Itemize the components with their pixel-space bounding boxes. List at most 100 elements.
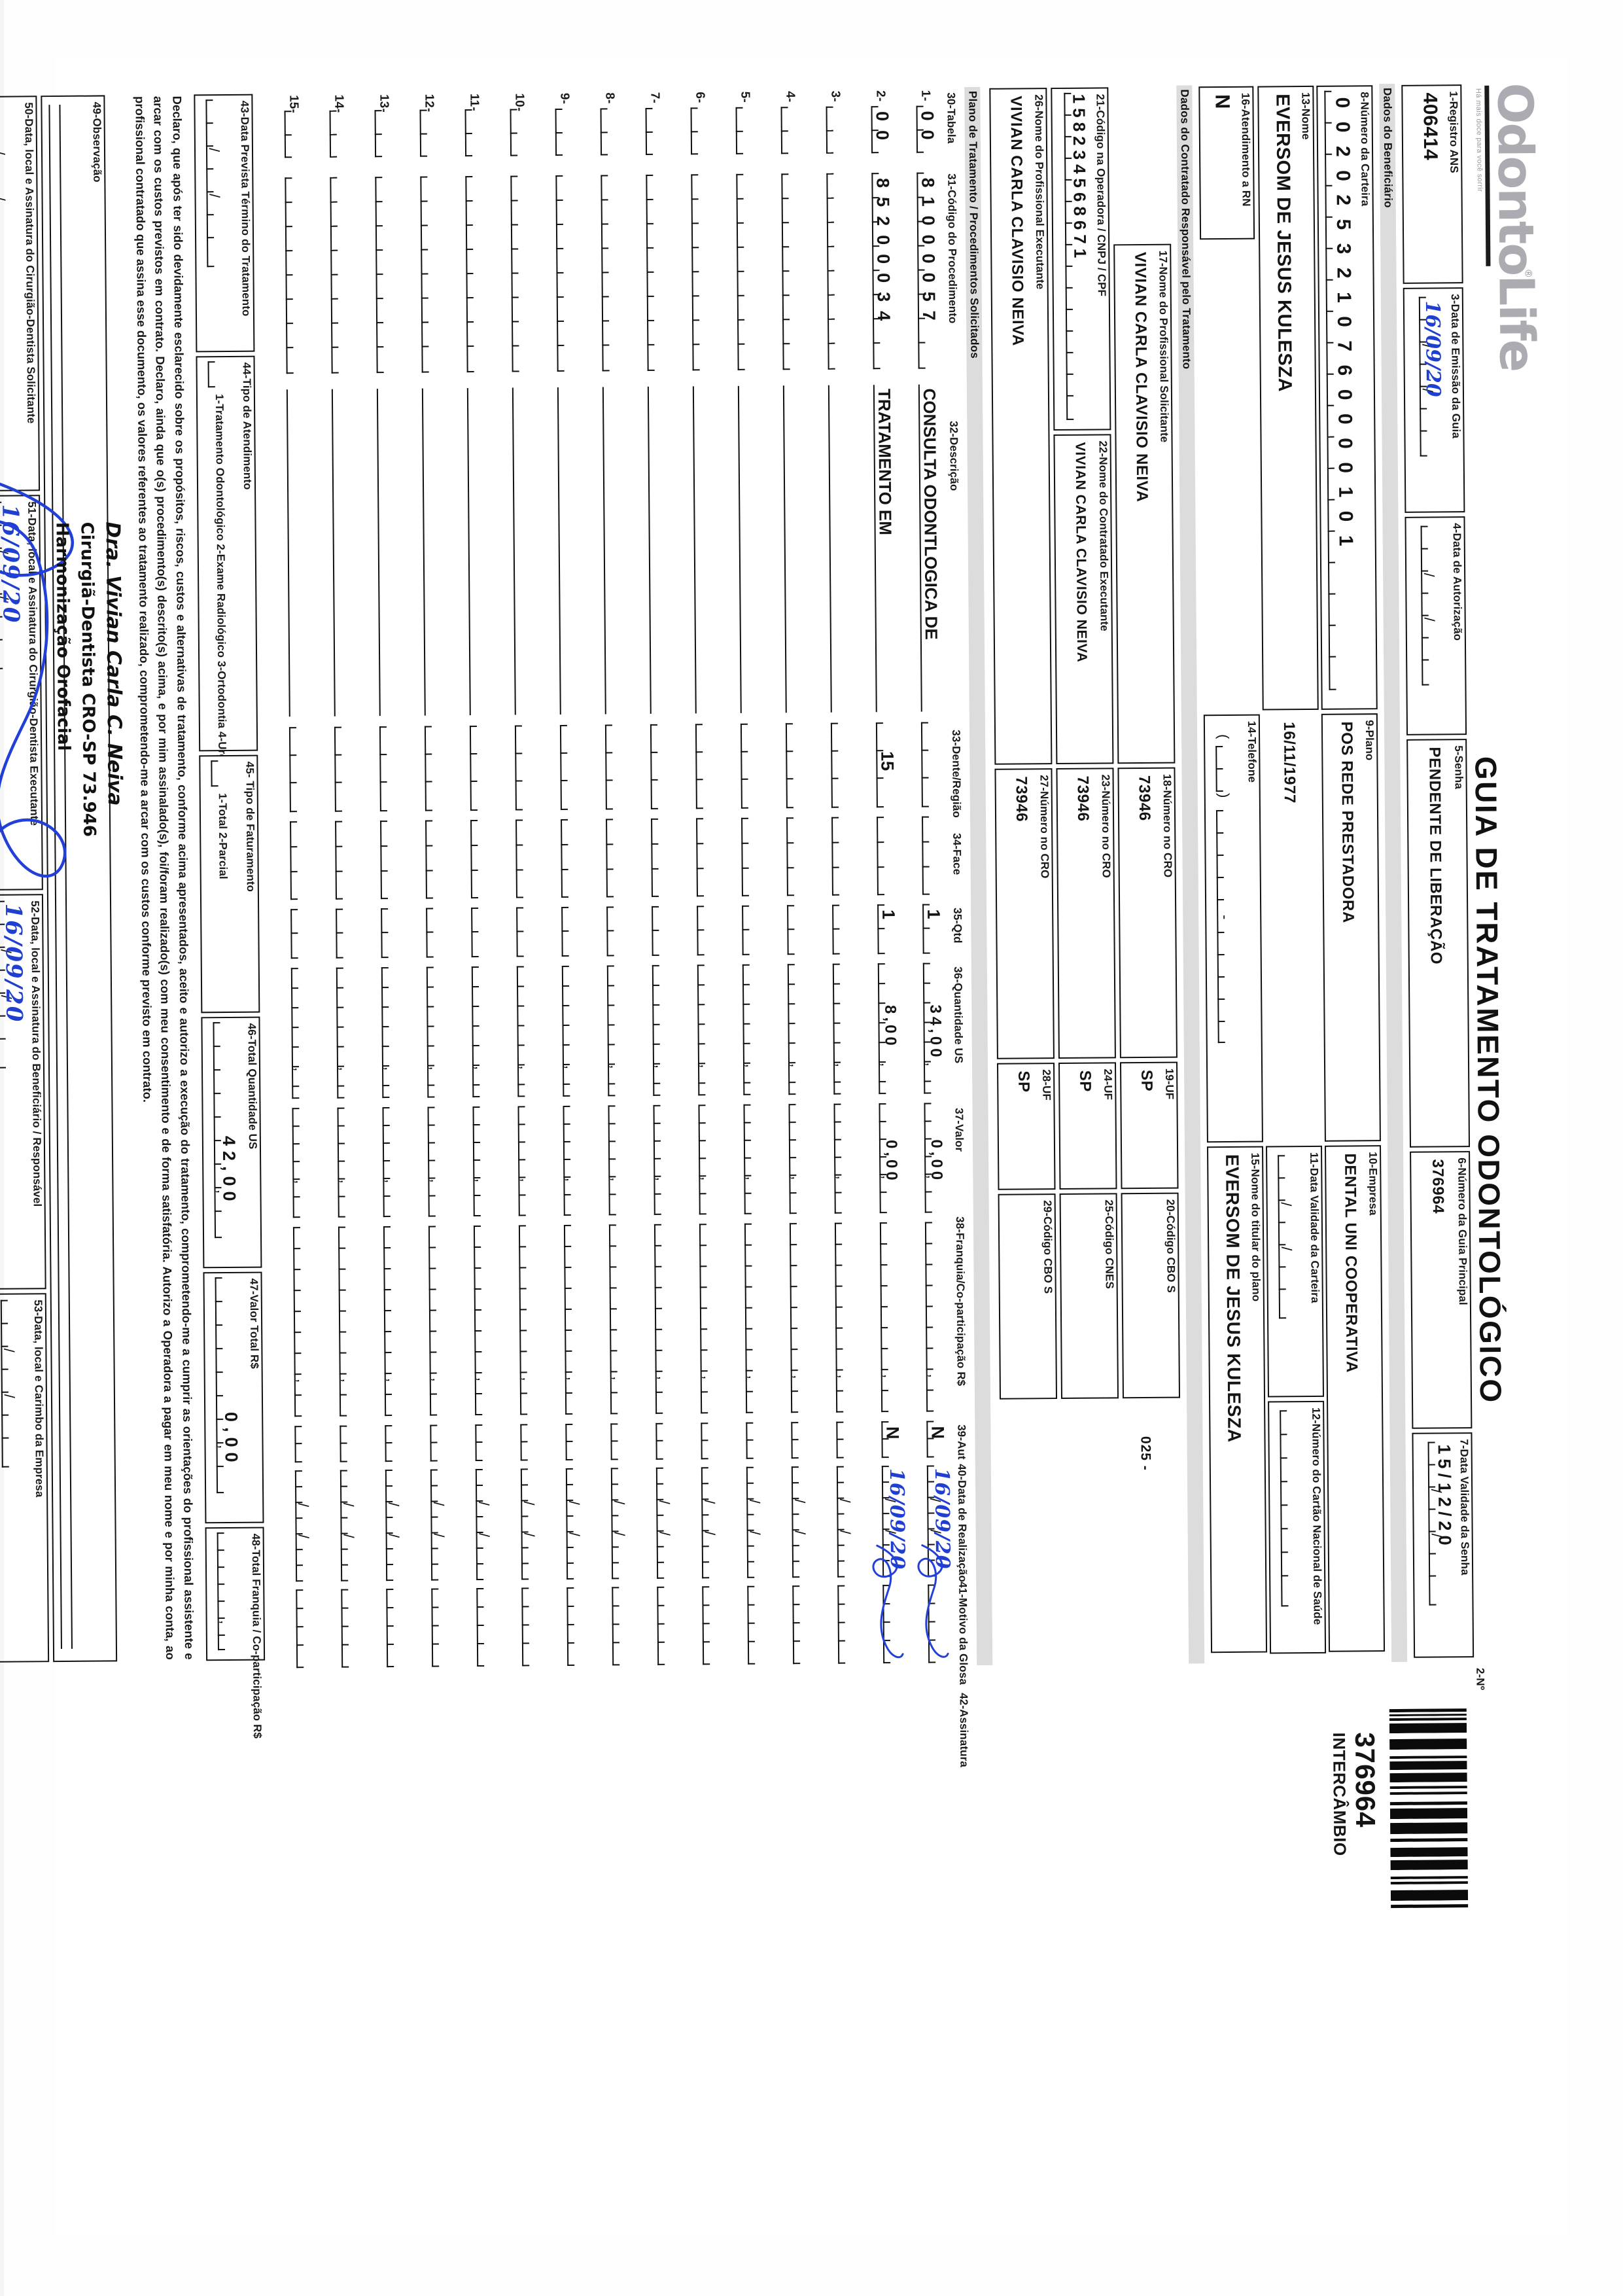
row-comb[interactable] bbox=[555, 108, 574, 156]
row-comb[interactable] bbox=[645, 107, 665, 155]
row-comb[interactable]: , bbox=[336, 967, 356, 1099]
row-comb[interactable] bbox=[567, 1587, 585, 1666]
row-comb[interactable] bbox=[380, 821, 399, 900]
row-comb[interactable]: , bbox=[516, 966, 536, 1097]
row-comb[interactable]: / / bbox=[294, 1470, 314, 1582]
row-comb[interactable]: / / bbox=[701, 1467, 720, 1579]
row-comb[interactable] bbox=[836, 1421, 854, 1458]
row-comb[interactable]: , bbox=[699, 1224, 719, 1414]
row-comb[interactable] bbox=[747, 1585, 766, 1665]
field-43-comb[interactable]: / / bbox=[205, 99, 229, 268]
row-comb[interactable] bbox=[650, 724, 669, 809]
row-comb[interactable] bbox=[697, 906, 716, 956]
row-comb[interactable] bbox=[284, 111, 304, 158]
row-comb[interactable] bbox=[606, 906, 625, 957]
row-comb[interactable] bbox=[690, 107, 710, 155]
row-comb[interactable] bbox=[826, 173, 846, 370]
row-comb[interactable] bbox=[426, 908, 445, 958]
row-comb[interactable] bbox=[379, 726, 398, 812]
row-comb[interactable] bbox=[735, 107, 755, 154]
row-comb[interactable] bbox=[781, 173, 801, 370]
row-comb[interactable]: , bbox=[338, 1226, 358, 1417]
row-comb[interactable] bbox=[565, 1423, 584, 1460]
row-comb[interactable]: , bbox=[426, 966, 446, 1098]
row-comb[interactable] bbox=[832, 904, 851, 955]
row-comb[interactable] bbox=[561, 906, 580, 957]
row-comb[interactable]: , bbox=[787, 964, 807, 1095]
row-comb[interactable] bbox=[386, 1589, 405, 1668]
row-comb[interactable] bbox=[696, 818, 715, 897]
row-comb[interactable]: , bbox=[788, 1104, 807, 1214]
row-comb[interactable] bbox=[335, 821, 354, 900]
field-14-comb[interactable]: () - bbox=[1215, 724, 1240, 1044]
row-comb[interactable]: , bbox=[608, 1105, 627, 1216]
field-11-comb[interactable]: / / bbox=[1278, 1155, 1301, 1319]
row-comb[interactable] bbox=[285, 177, 304, 374]
row-comb[interactable] bbox=[561, 819, 580, 898]
row-comb[interactable] bbox=[469, 725, 489, 811]
row-comb[interactable]: , bbox=[832, 963, 852, 1095]
row-comb[interactable] bbox=[334, 726, 353, 812]
row-comb[interactable]: , bbox=[563, 1224, 584, 1415]
row-comb[interactable] bbox=[601, 175, 620, 372]
row-comb[interactable] bbox=[831, 817, 850, 896]
row-comb[interactable] bbox=[837, 1585, 856, 1664]
field-4-comb[interactable]: / / bbox=[1420, 525, 1444, 686]
row-comb[interactable] bbox=[329, 110, 349, 158]
row-comb[interactable]: , bbox=[292, 1227, 313, 1417]
row-comb[interactable] bbox=[521, 1587, 540, 1667]
row-comb[interactable] bbox=[296, 1589, 315, 1669]
field-44-comb[interactable] bbox=[207, 361, 230, 388]
row-comb[interactable] bbox=[516, 907, 535, 957]
row-comb[interactable]: / / bbox=[520, 1468, 540, 1580]
row-comb[interactable]: , bbox=[563, 1105, 582, 1216]
row-comb[interactable] bbox=[336, 908, 355, 959]
row-comb[interactable] bbox=[515, 819, 534, 898]
row-comb[interactable] bbox=[746, 1422, 764, 1459]
row-comb[interactable]: , bbox=[383, 1226, 403, 1417]
row-comb[interactable] bbox=[785, 723, 805, 809]
row-comb[interactable] bbox=[465, 176, 485, 373]
row-comb[interactable] bbox=[646, 174, 665, 371]
row-comb[interactable] bbox=[792, 1585, 811, 1665]
row-comb[interactable]: , bbox=[518, 1225, 538, 1415]
row-comb[interactable] bbox=[420, 176, 440, 373]
row-comb[interactable] bbox=[294, 1426, 313, 1463]
row-comb[interactable]: , bbox=[608, 1224, 629, 1415]
row-comb[interactable]: , bbox=[789, 1223, 809, 1413]
row-comb[interactable] bbox=[877, 817, 896, 896]
row-comb[interactable] bbox=[780, 107, 800, 154]
row-comb[interactable]: / / bbox=[610, 1468, 630, 1580]
row-comb[interactable]: , bbox=[337, 1107, 356, 1218]
row-comb[interactable]: , bbox=[744, 1223, 764, 1413]
row-comb[interactable] bbox=[510, 175, 530, 372]
row-comb[interactable] bbox=[787, 905, 806, 955]
row-comb[interactable]: / / bbox=[836, 1466, 856, 1578]
row-comb[interactable] bbox=[385, 1425, 403, 1462]
row-comb[interactable] bbox=[555, 175, 575, 372]
row-comb[interactable]: / / bbox=[430, 1469, 449, 1581]
row-comb[interactable]: , bbox=[561, 965, 582, 1097]
row-comb[interactable] bbox=[374, 110, 394, 158]
row-comb[interactable]: , bbox=[698, 1104, 717, 1215]
row-comb[interactable]: , bbox=[697, 964, 717, 1096]
row-comb[interactable] bbox=[375, 177, 394, 374]
row-comb[interactable] bbox=[559, 724, 579, 810]
row-comb[interactable] bbox=[604, 724, 624, 810]
row-comb[interactable]: , bbox=[382, 1107, 401, 1218]
row-comb[interactable] bbox=[701, 1422, 719, 1460]
field-50-comb[interactable]: / / bbox=[0, 150, 9, 201]
row-comb[interactable]: / / bbox=[655, 1467, 675, 1579]
row-comb[interactable] bbox=[736, 173, 756, 370]
table-row[interactable]: 1- 00 81000057 CONSULTA ODONTLOGICA DE 1, 34,… bbox=[890, 57, 954, 1680]
row-comb[interactable] bbox=[424, 726, 444, 811]
row-comb[interactable]: , bbox=[654, 1224, 674, 1414]
row-comb[interactable] bbox=[600, 108, 620, 156]
row-comb[interactable] bbox=[695, 724, 714, 809]
row-comb[interactable] bbox=[475, 1424, 493, 1462]
row-comb[interactable]: , bbox=[834, 1222, 854, 1413]
row-comb[interactable] bbox=[612, 1587, 631, 1666]
row-comb[interactable] bbox=[741, 817, 760, 896]
row-comb[interactable] bbox=[786, 817, 805, 896]
row-comb[interactable]: , bbox=[606, 965, 627, 1097]
